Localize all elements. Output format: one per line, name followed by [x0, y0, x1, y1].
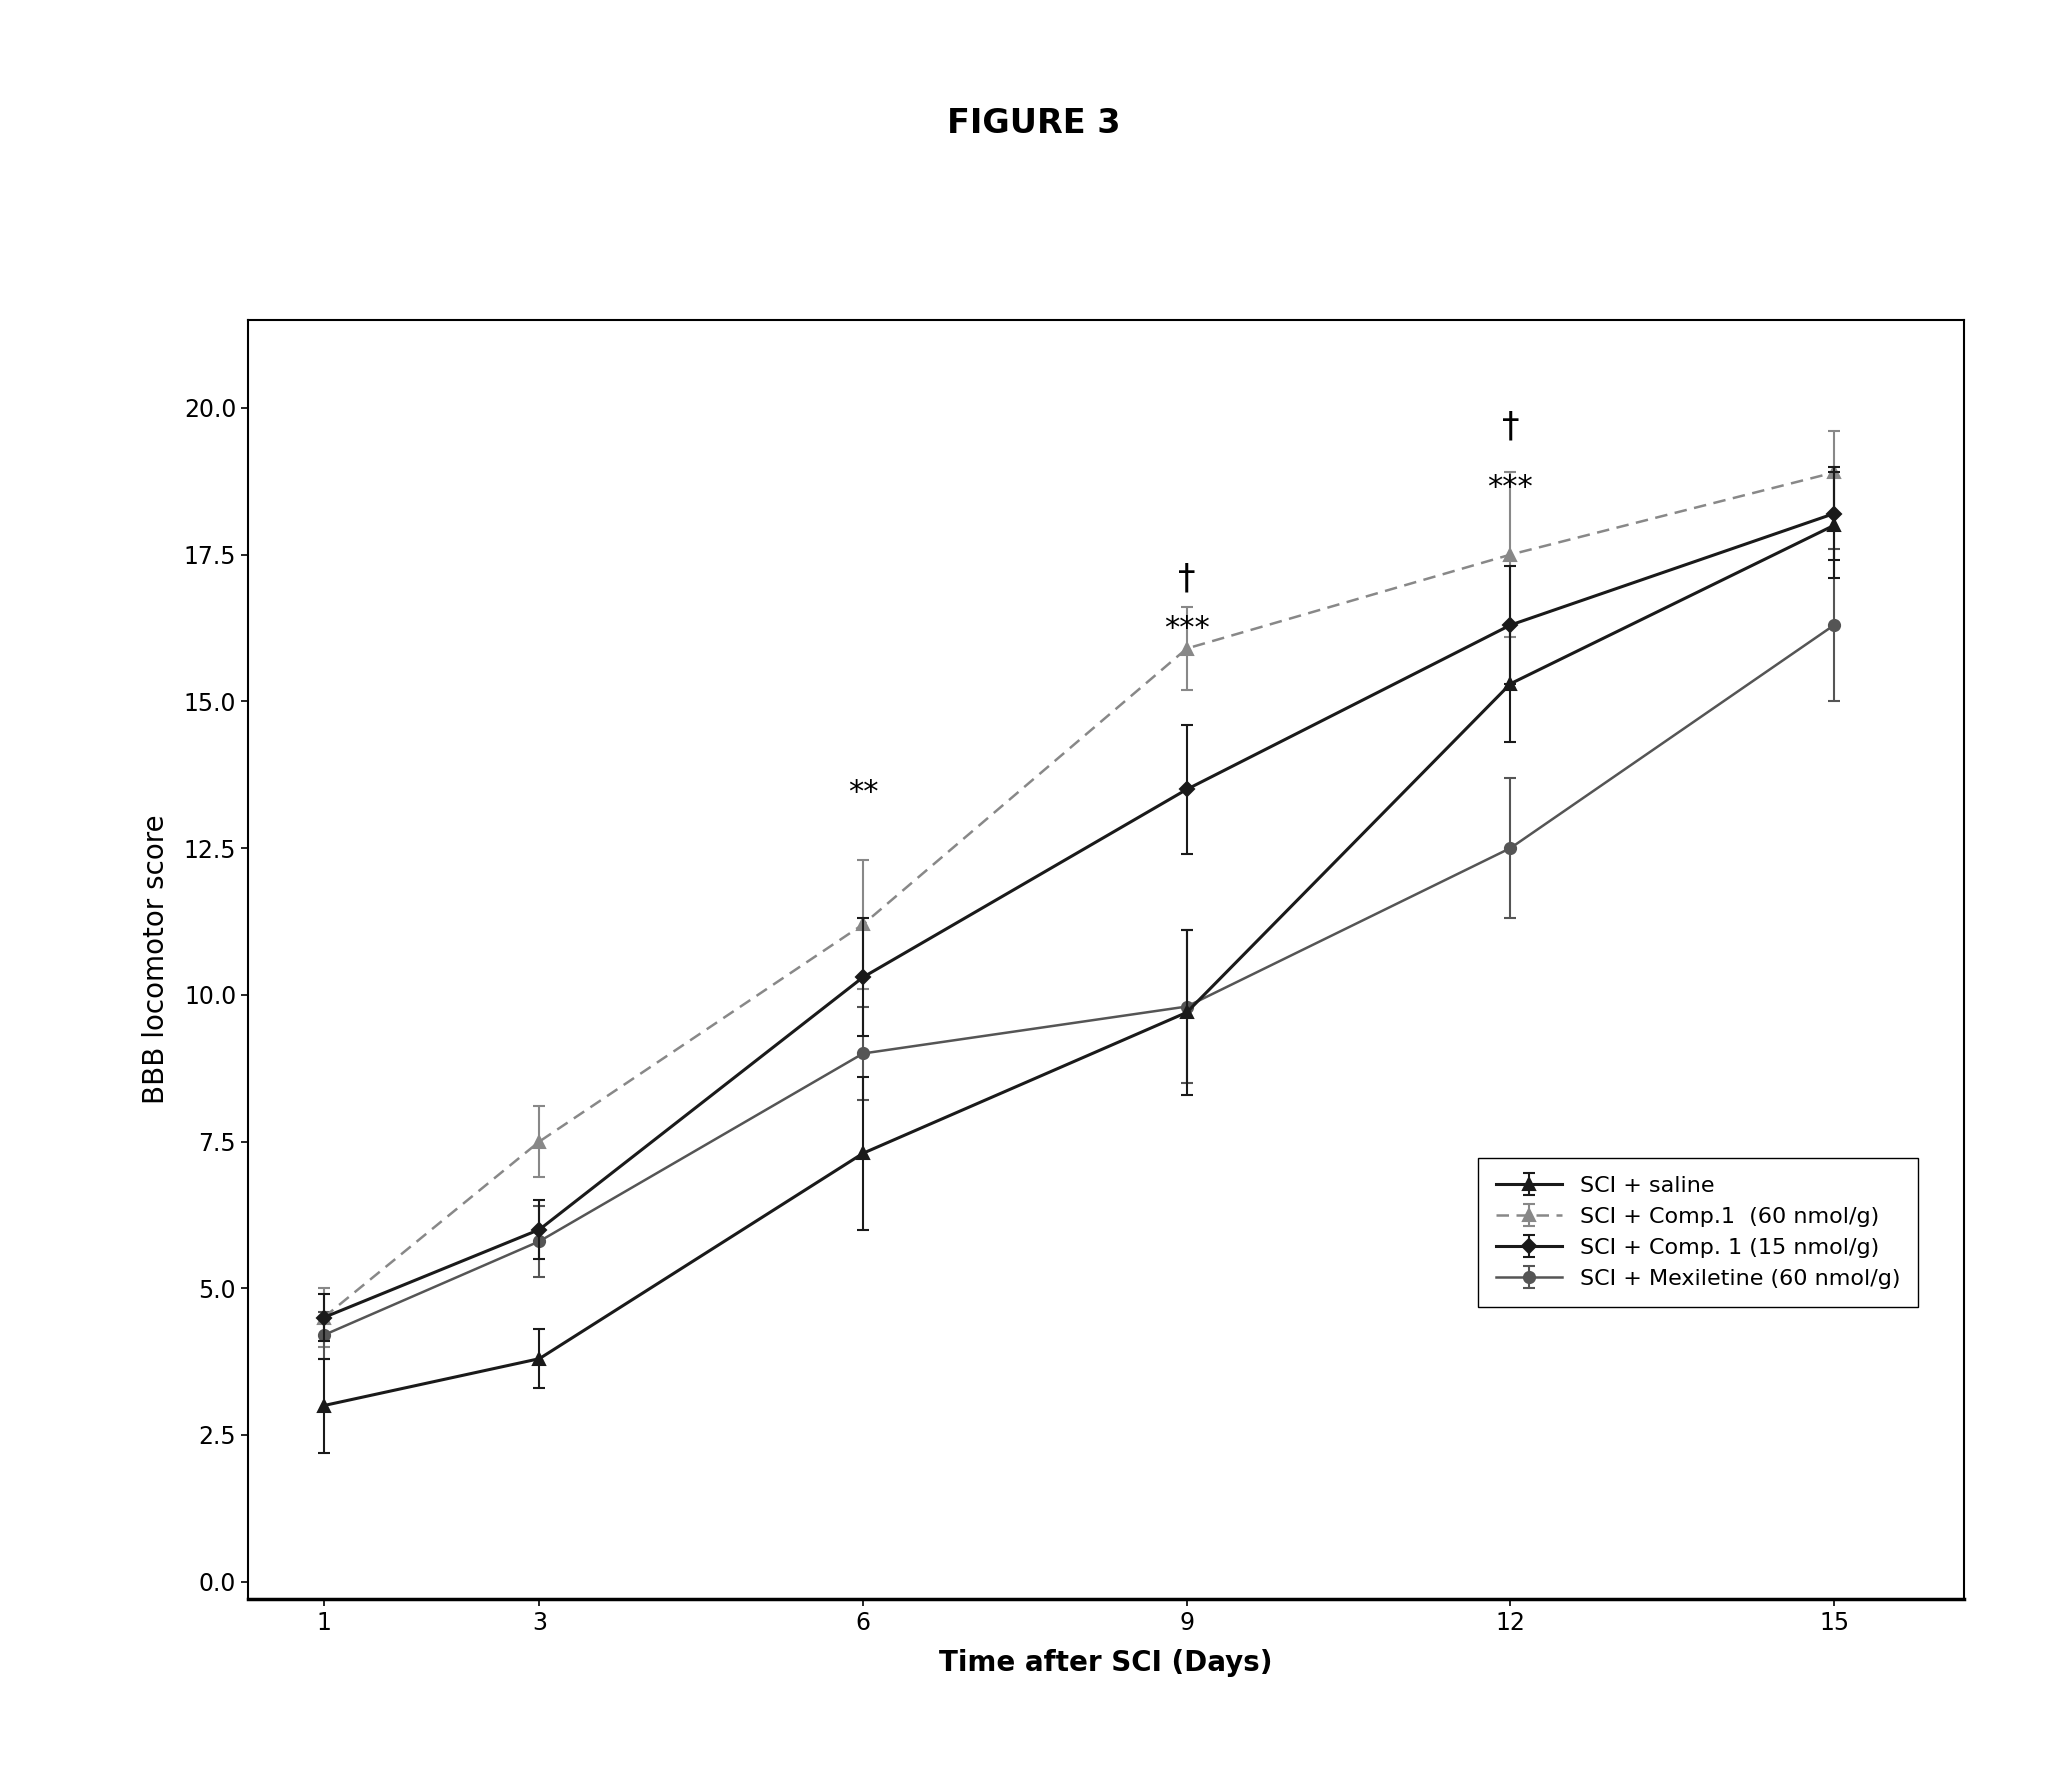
Text: †: † — [1503, 409, 1519, 442]
Text: ***: *** — [1488, 473, 1534, 501]
Text: **: ** — [847, 778, 878, 807]
Text: ***: *** — [1164, 613, 1209, 643]
X-axis label: Time after SCI (Days): Time after SCI (Days) — [938, 1649, 1273, 1677]
Text: FIGURE 3: FIGURE 3 — [947, 107, 1120, 140]
Legend: SCI + saline, SCI + Comp.1  (60 nmol/g), SCI + Comp. 1 (15 nmol/g), SCI + Mexile: SCI + saline, SCI + Comp.1 (60 nmol/g), … — [1478, 1159, 1918, 1306]
Y-axis label: BBB locomotor score: BBB locomotor score — [143, 816, 169, 1104]
Text: †: † — [1178, 562, 1195, 595]
